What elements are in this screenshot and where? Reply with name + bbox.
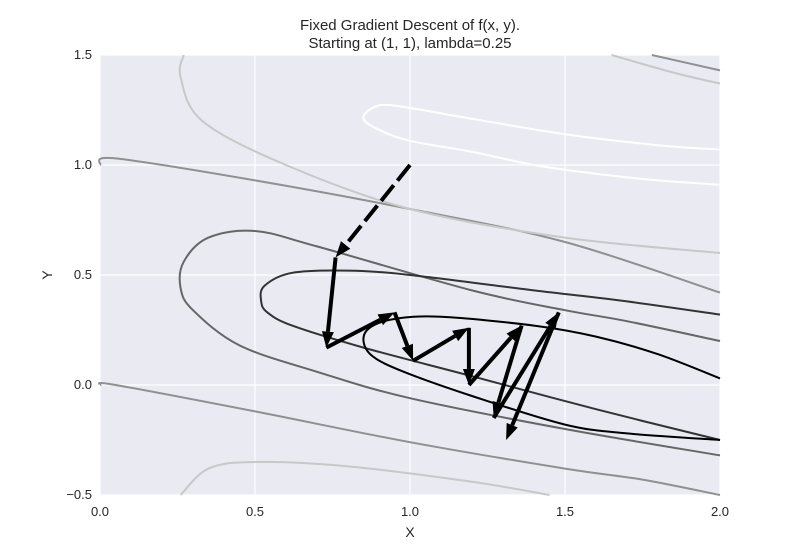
- contour-line: [179, 460, 550, 496]
- x-axis-label: X: [405, 524, 415, 540]
- descent-arrow-shaft: [496, 325, 524, 404]
- descent-arrow-shaft: [412, 334, 457, 363]
- x-tick-label: 2.0: [711, 504, 729, 519]
- descent-arrow-shaft: [392, 311, 410, 347]
- descent-arrow-head: [462, 369, 475, 385]
- contour-line: [651, 54, 721, 72]
- chart-title: Fixed Gradient Descent of f(x, y).: [300, 17, 520, 34]
- y-tick-label: 1.0: [74, 157, 92, 172]
- contour-lines: [98, 54, 721, 496]
- contour-line: [98, 382, 721, 496]
- descent-arrow-head: [377, 312, 395, 326]
- descent-arrow-head: [506, 325, 522, 342]
- descent-arrow-head: [321, 331, 334, 348]
- contour-line: [178, 54, 721, 254]
- y-tick-label: −0.5: [66, 487, 92, 502]
- contour-line: [98, 156, 721, 294]
- contour-line: [362, 103, 721, 186]
- y-tick-label: 0.5: [74, 267, 92, 282]
- descent-arrow-shaft: [325, 257, 338, 332]
- descent-arrow-head: [506, 422, 518, 440]
- descent-arrow-head: [401, 343, 414, 361]
- x-tick-label: 0.5: [246, 504, 264, 519]
- chart-subtitle: Starting at (1, 1), lambda=0.25: [308, 35, 511, 52]
- y-tick-label: 0.0: [74, 377, 92, 392]
- contour-line: [178, 229, 721, 457]
- descent-arrows: [321, 163, 561, 440]
- x-tick-label: 0.0: [91, 504, 109, 519]
- descent-arrow-shaft: [325, 317, 382, 350]
- x-tick-label: 1.0: [401, 504, 419, 519]
- descent-arrow-shaft: [344, 163, 412, 247]
- contour-line: [259, 269, 721, 441]
- descent-arrow-head: [335, 241, 351, 258]
- y-tick-labels: 1.5 1.0 0.5 0.0 −0.5: [66, 47, 92, 502]
- descent-arrow-shaft: [467, 336, 513, 387]
- descent-arrow-shaft: [491, 324, 553, 420]
- descent-arrow-shaft: [510, 311, 561, 426]
- descent-arrow-head: [452, 327, 469, 342]
- y-axis-label: Y: [39, 270, 55, 280]
- contour-line: [611, 54, 721, 85]
- y-tick-label: 1.5: [74, 47, 92, 62]
- x-tick-labels: 0.0 0.5 1.0 1.5 2.0: [91, 504, 729, 519]
- x-tick-label: 1.5: [556, 504, 574, 519]
- contour-line: [362, 315, 721, 441]
